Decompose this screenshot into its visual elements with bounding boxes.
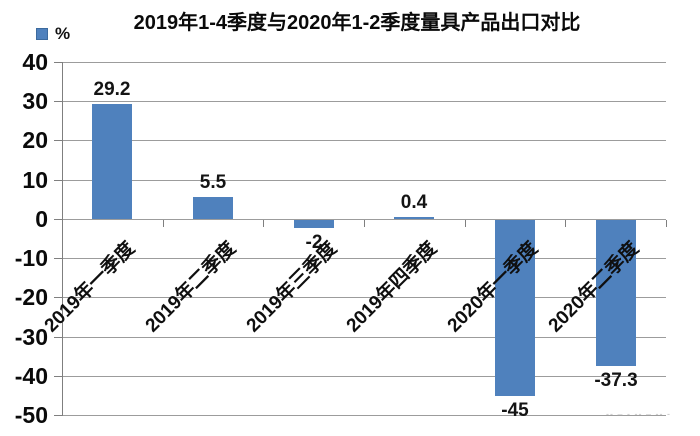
bar xyxy=(193,197,233,219)
chart-title: 2019年1-4季度与2020年1-2季度量具产品出口对比 xyxy=(133,12,581,34)
bar xyxy=(92,104,132,219)
y-axis-label: 20 xyxy=(22,127,48,153)
x-axis-tick xyxy=(263,220,264,227)
y-axis-label: -20 xyxy=(14,284,48,310)
category-label: 2019年二季度 xyxy=(141,238,240,337)
y-axis-tick xyxy=(54,101,62,102)
gridline xyxy=(62,62,666,63)
y-axis-label: 10 xyxy=(22,167,48,193)
x-axis-tick xyxy=(163,220,164,227)
y-axis-tick xyxy=(54,62,62,63)
y-axis-label: 0 xyxy=(35,206,48,232)
bar-value-label: -45 xyxy=(501,400,529,421)
y-axis-tick xyxy=(54,258,62,259)
category-label: 2019年四季度 xyxy=(342,238,441,337)
y-axis-label: 30 xyxy=(22,88,48,114)
y-axis-tick xyxy=(54,180,62,181)
bar-value-label: 29.2 xyxy=(93,79,131,100)
legend-swatch-icon xyxy=(36,28,48,40)
x-axis-tick xyxy=(465,220,466,227)
category-label: 2019年一季度 xyxy=(40,238,139,337)
y-axis-line xyxy=(62,62,63,416)
y-axis-tick xyxy=(54,297,62,298)
legend: % xyxy=(36,24,70,44)
x-axis-tick xyxy=(364,220,365,227)
gridline xyxy=(62,219,666,220)
y-axis-tick xyxy=(54,219,62,220)
gridline xyxy=(62,297,666,298)
bar xyxy=(596,220,636,366)
bar xyxy=(294,220,334,228)
y-axis-tick xyxy=(54,376,62,377)
y-axis-label: -10 xyxy=(14,245,48,271)
y-axis-label: 40 xyxy=(22,49,48,75)
y-axis-tick xyxy=(54,415,62,416)
bar-value-label: -2 xyxy=(305,232,323,253)
gridline xyxy=(62,140,666,141)
x-axis-tick xyxy=(565,220,566,227)
legend-label: % xyxy=(55,24,71,43)
y-axis-tick xyxy=(54,140,62,141)
bar-value-label: 5.5 xyxy=(199,172,227,193)
gridline xyxy=(62,415,666,416)
y-axis-label: -50 xyxy=(14,402,48,428)
bar-value-label: 0.4 xyxy=(400,192,428,213)
gridline xyxy=(62,101,666,102)
gridline xyxy=(62,180,666,181)
x-axis-tick xyxy=(666,220,667,227)
gridline xyxy=(62,337,666,338)
y-axis-label: -30 xyxy=(14,324,48,350)
y-axis-label: -40 xyxy=(14,363,48,389)
gridline xyxy=(62,376,666,377)
gridline xyxy=(62,258,666,259)
watermark: -- – - -- – -- - – -- xyxy=(606,409,670,419)
bar xyxy=(495,220,535,396)
y-axis-tick xyxy=(54,337,62,338)
bar xyxy=(394,217,434,219)
bar-value-label: -37.3 xyxy=(594,370,638,391)
